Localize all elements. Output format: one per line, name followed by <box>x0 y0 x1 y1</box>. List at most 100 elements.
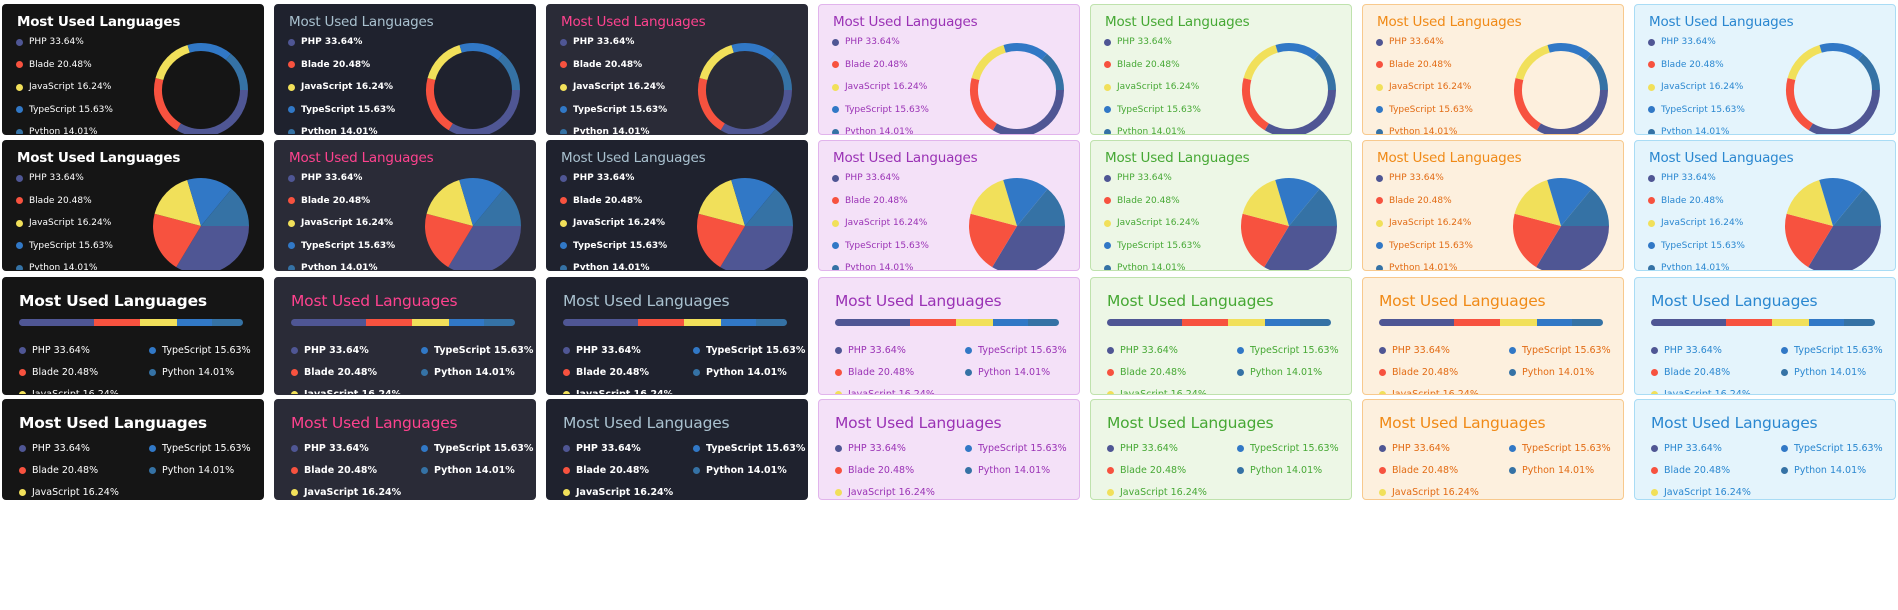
bar-segment-javascript <box>412 319 449 326</box>
legend-item-php: PHP 33.64% <box>835 345 906 356</box>
legend-item-php: PHP 33.64% <box>1376 37 1444 47</box>
progress-bar <box>1379 319 1603 326</box>
legend-item-python: Python 14.01% <box>1648 263 1729 270</box>
legend-label: Blade 20.48% <box>845 195 908 206</box>
legend-label: PHP 33.64% <box>576 345 641 356</box>
legend-label: Blade 20.48% <box>848 367 915 378</box>
bar-segment-typescript <box>1536 319 1572 326</box>
legend-label: Blade 20.48% <box>1120 367 1187 378</box>
legend-item-php: PHP 33.64% <box>1651 345 1722 356</box>
legend-label: TypeScript 15.63% <box>29 240 113 251</box>
card-title: Most Used Languages <box>1379 414 1546 432</box>
legend-swatch <box>421 467 428 474</box>
pie-slice-python <box>1017 188 1065 226</box>
legend-swatch <box>563 369 570 376</box>
legend-item-typescript: TypeScript 15.63% <box>1104 241 1201 251</box>
legend-swatch <box>1781 369 1788 376</box>
legend-item-python: Python 14.01% <box>1509 465 1594 476</box>
card-title: Most Used Languages <box>835 414 1002 432</box>
bar-segment-php <box>835 319 911 326</box>
legend-swatch <box>1107 347 1114 354</box>
legend-swatch <box>832 83 839 91</box>
pie-slice-typescript <box>731 178 776 226</box>
legend-item-blade: Blade 20.48% <box>1107 367 1186 378</box>
bar-segment-python <box>211 319 243 326</box>
legend-item-php: PHP 33.64% <box>1107 345 1178 356</box>
card-title: Most Used Languages <box>1377 150 1522 166</box>
pie-slice-javascript <box>426 180 473 226</box>
legend-label: Python 14.01% <box>1389 127 1458 135</box>
stats-card-compact-bar-purple: Most Used Languages PHP 33.64% Blade 20.48… <box>818 277 1080 395</box>
legend-item-python: Python 14.01% <box>560 263 650 270</box>
legend-item-javascript: JavaScript 16.24% <box>291 389 401 394</box>
legend-item-javascript: JavaScript 16.24% <box>563 487 673 498</box>
legend-swatch <box>291 445 298 452</box>
donut-chart <box>970 43 1064 134</box>
legend-label: Python 14.01% <box>434 367 515 378</box>
pie-slice-php <box>1264 226 1337 270</box>
stats-card-compact-bar-blue: Most Used Languages PHP 33.64% Blade 20.48… <box>1634 277 1896 395</box>
legend-swatch <box>563 489 570 496</box>
legend-item-python: Python 14.01% <box>965 465 1050 476</box>
legend-item-typescript: TypeScript 15.63% <box>832 241 929 251</box>
legend-item-php: PHP 33.64% <box>288 173 362 183</box>
legend-label: Blade 20.48% <box>29 59 92 70</box>
pie-slice-typescript <box>1003 178 1048 226</box>
legend-swatch <box>1376 197 1383 204</box>
legend-swatch <box>965 369 972 376</box>
legend-label: TypeScript 15.63% <box>706 443 806 454</box>
legend-item-php: PHP 33.64% <box>1104 37 1172 47</box>
legend-label: Blade 20.48% <box>301 195 371 206</box>
bar-segment-blade <box>94 319 141 326</box>
legend-label: PHP 33.64% <box>32 443 90 454</box>
legend-swatch <box>19 445 26 452</box>
legend-swatch <box>832 219 839 227</box>
legend-label: Python 14.01% <box>978 367 1051 378</box>
legend-item-typescript: TypeScript 15.63% <box>1376 241 1473 251</box>
legend-label: Python 14.01% <box>29 263 98 271</box>
legend-item-php: PHP 33.64% <box>563 345 641 356</box>
stats-card-compact-list-dark: Most Used Languages PHP 33.64% Blade 20.48… <box>2 399 264 500</box>
pie-chart <box>1513 178 1609 270</box>
donut-slice-python <box>769 53 792 91</box>
legend-item-javascript: JavaScript 16.24% <box>1651 487 1751 498</box>
legend-label: JavaScript 16.24% <box>29 218 112 228</box>
legend-item-typescript: TypeScript 15.63% <box>149 443 251 454</box>
legend-swatch <box>288 242 295 249</box>
card-title: Most Used Languages <box>1649 150 1794 166</box>
donut-slice-javascript <box>699 44 734 81</box>
legend-item-php: PHP 33.64% <box>1379 443 1450 454</box>
legend-swatch <box>560 197 567 204</box>
legend-item-blade: Blade 20.48% <box>563 367 649 378</box>
legend-item-javascript: JavaScript 16.24% <box>16 82 111 92</box>
stats-card-compact-bar-green: Most Used Languages PHP 33.64% Blade 20.48… <box>1090 277 1352 395</box>
pie-slice-blade <box>425 213 473 268</box>
progress-bar <box>563 319 787 326</box>
legend-swatch <box>19 391 26 394</box>
stats-card-compact-list-orange: Most Used Languages PHP 33.64% Blade 20.48… <box>1362 399 1624 500</box>
legend-swatch <box>1379 391 1386 394</box>
bar-segment-python <box>1027 319 1059 326</box>
legend-item-blade: Blade 20.48% <box>1379 367 1458 378</box>
legend-label: PHP 33.64% <box>304 443 369 454</box>
legend-item-typescript: TypeScript 15.63% <box>693 345 805 356</box>
legend-swatch <box>835 445 842 452</box>
card-title: Most Used Languages <box>1651 414 1818 432</box>
donut-slice-blade <box>426 77 454 131</box>
legend-label: Python 14.01% <box>1389 263 1458 271</box>
legend-item-php: PHP 33.64% <box>16 37 84 47</box>
pie-slice-typescript <box>1547 178 1592 226</box>
legend-swatch <box>1781 467 1788 474</box>
legend-item-python: Python 14.01% <box>693 465 787 476</box>
legend-item-javascript: JavaScript 16.24% <box>563 389 673 394</box>
legend-swatch <box>560 174 567 182</box>
legend-label: TypeScript 15.63% <box>301 240 396 251</box>
bar-segment-php <box>1107 319 1183 326</box>
legend-label: Blade 20.48% <box>573 195 643 206</box>
legend-swatch <box>563 347 570 354</box>
bar-segment-typescript <box>1264 319 1300 326</box>
legend-swatch <box>1237 347 1244 354</box>
legend-label: TypeScript 15.63% <box>978 443 1067 454</box>
pie-slice-typescript <box>1819 178 1864 226</box>
card-title: Most Used Languages <box>19 292 207 310</box>
